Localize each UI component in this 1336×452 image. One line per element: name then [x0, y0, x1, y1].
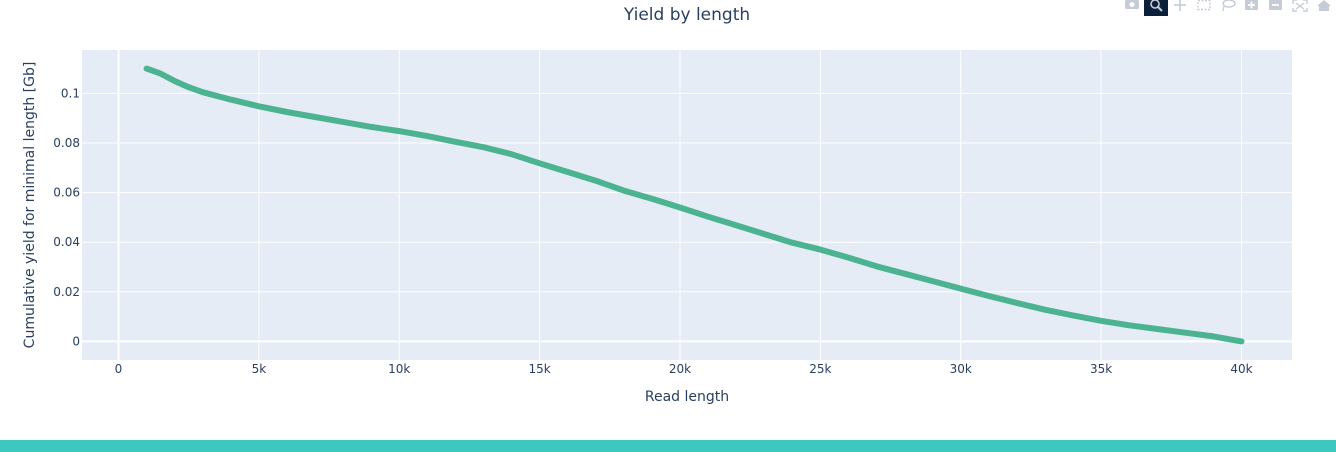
x-tick-label: 10k: [388, 362, 410, 376]
zoom-out-button[interactable]: [1264, 0, 1288, 16]
x-tick-label: 35k: [1090, 362, 1112, 376]
x-tick-label: 40k: [1230, 362, 1252, 376]
zoom-in-icon: [1245, 0, 1258, 10]
box-select-button[interactable]: [1192, 0, 1216, 16]
pan-button[interactable]: [1168, 0, 1192, 16]
camera-icon: [1125, 0, 1139, 9]
series-line: [143, 65, 1245, 345]
series-layer: [143, 65, 1245, 345]
chart-title: Yield by length: [623, 5, 750, 25]
y-gridlines: [82, 92, 1292, 343]
y-axis-title: Cumulative yield for minimal length [Gb]: [22, 62, 38, 349]
y-tick-label: 0.08: [53, 136, 80, 150]
chart-svg[interactable]: 0 5k 10k 15k 20k 25k 30k 35k 40k 0 0.02 0.04 0.06 0.…: [0, 0, 1336, 440]
x-tick-label: 0: [115, 362, 123, 376]
camera-button[interactable]: [1120, 0, 1144, 16]
y-tick-label: 0: [72, 334, 80, 348]
reset-axes-icon: [1317, 0, 1331, 11]
pan-icon: [1174, 0, 1186, 11]
x-axis-title: Read length: [645, 389, 729, 405]
x-tick-label: 15k: [529, 362, 551, 376]
zoom-button[interactable]: [1144, 0, 1168, 16]
x-tick-label: 25k: [809, 362, 831, 376]
lasso-select-icon: [1222, 0, 1236, 12]
x-tick-labels: 0 5k 10k 15k 20k 25k 30k 35k 40k: [115, 362, 1253, 376]
y-tick-label: 0.04: [53, 235, 80, 249]
modebar: [1120, 0, 1336, 16]
lasso-select-button[interactable]: [1216, 0, 1240, 16]
x-tick-label: 20k: [669, 362, 691, 376]
chart-container: 0 5k 10k 15k 20k 25k 30k 35k 40k 0 0.02 0.04 0.06 0.…: [0, 0, 1336, 440]
x-tick-label: 30k: [950, 362, 972, 376]
y-tick-labels: 0 0.02 0.04 0.06 0.08 0.1: [53, 86, 80, 348]
autoscale-icon: [1292, 0, 1308, 12]
y-tick-label: 0.02: [53, 285, 80, 299]
reset-axes-button[interactable]: [1312, 0, 1336, 16]
zoom-in-button[interactable]: [1240, 0, 1264, 16]
x-tick-label: 5k: [252, 362, 267, 376]
y-tick-label: 0.06: [53, 186, 80, 200]
zoom-out-icon: [1269, 0, 1282, 10]
footer-bar: [0, 440, 1336, 452]
autoscale-button[interactable]: [1288, 0, 1312, 16]
box-select-icon: [1197, 0, 1211, 11]
zoom-icon: [1150, 0, 1163, 12]
plot-background: [82, 50, 1292, 360]
y-tick-label: 0.1: [61, 86, 80, 100]
